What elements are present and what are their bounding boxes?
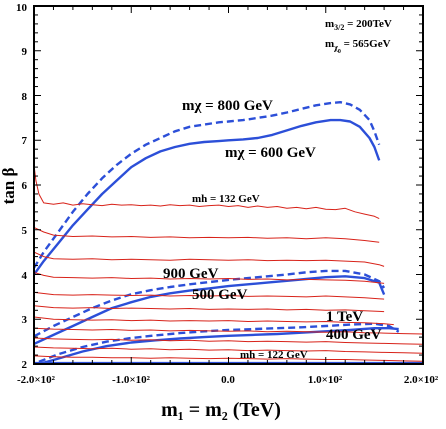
y-tick-label: 7 (22, 135, 28, 147)
y-tick-label: 4 (22, 270, 28, 282)
higgs-mass-contour-13 (34, 316, 394, 326)
x-tick-label: -1.0×10² (112, 374, 151, 386)
y-tick-label: 9 (22, 46, 28, 58)
parameter-legend: m3/2 = 200TeV mχ0 = 565GeV (325, 18, 392, 55)
annotation-mchi-600: mχ = 600 GeV (225, 145, 316, 161)
higgs-mass-contour-15 (34, 337, 423, 345)
annotation-mchi-800: mχ = 800 GeV (182, 98, 273, 114)
annotation-mh-122: mh = 122 GeV (240, 349, 308, 361)
higgs-mass-contour-11 (34, 291, 385, 300)
higgs-mass-contour-8 (34, 227, 380, 243)
neutralino-mass-contour-0 (34, 100, 381, 269)
y-tick-label: 8 (22, 91, 28, 103)
y-tick-label: 10 (16, 2, 28, 14)
y-tick-label: 2 (22, 359, 28, 371)
annotation-900gev: 900 GeV (163, 266, 219, 282)
y-tick-label: 5 (22, 225, 28, 237)
x-tick-label: 1.0×10² (308, 374, 343, 386)
annotation-500gev: 500 GeV (192, 287, 248, 303)
gravitino-mass-label: m3/2 = 200TeV (325, 18, 392, 32)
neutralino-mass-contour-2 (34, 269, 386, 338)
x-tick-labels: -2.0×10² -1.0×10² 0.0 1.0×10² 2.0×10² (17, 374, 439, 386)
higgs-mass-contour-16 (34, 346, 423, 354)
x-tick-label: 0.0 (221, 374, 235, 386)
higgs-mass-contour-12 (34, 305, 385, 313)
y-tick-labels: 2 3 4 5 6 7 8 9 10 (16, 2, 28, 371)
y-tick-label: 3 (22, 314, 28, 326)
x-tick-label: -2.0×10² (17, 374, 56, 386)
y-axis-title: tan β (0, 168, 18, 205)
neutralino-mass-contour-1 (34, 118, 381, 276)
curves-layer (34, 100, 423, 364)
annotation-400gev: 400 GeV (326, 327, 382, 343)
higgs-mass-contour-7 (34, 164, 380, 220)
annotation-1tev: 1 TeV (326, 309, 363, 325)
axis-ticks (33, 5, 424, 365)
y-tick-label: 6 (22, 180, 28, 192)
neutralino-mass-label: mχ0 = 565GeV (325, 38, 391, 55)
neutralino-mass-contour-5 (38, 327, 399, 364)
neutralino-mass-contour-3 (34, 275, 386, 345)
annotation-mh-132: mh = 132 GeV (192, 193, 260, 205)
x-tick-label: 2.0×10² (404, 374, 439, 386)
higgs-mass-contour-10 (34, 271, 385, 284)
neutralino-mass-contour-4 (38, 322, 400, 363)
higgs-mass-contour-9 (34, 251, 385, 267)
higgs-mass-contour-14 (34, 327, 423, 335)
x-axis-title: m₁ = m₂ (TeV) (161, 399, 281, 421)
